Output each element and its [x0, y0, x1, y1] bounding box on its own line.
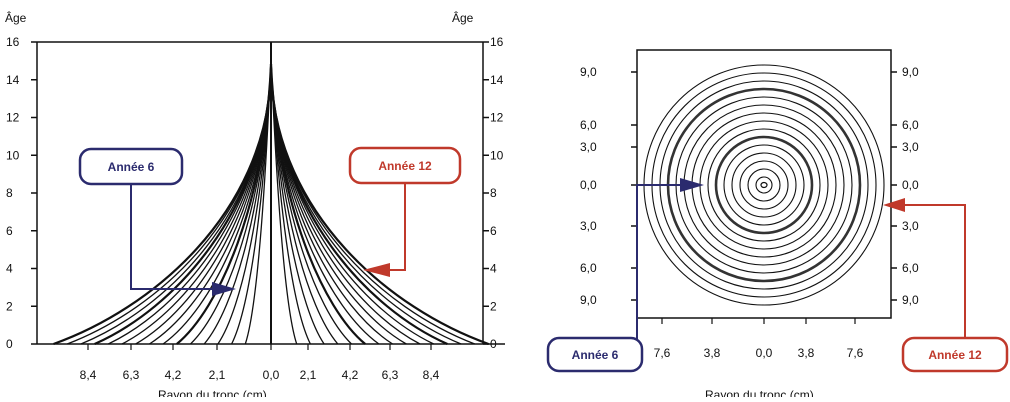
left-xlabel: Rayon du tronc (cm): [158, 388, 267, 397]
right-callout-year6-box: [546, 336, 644, 373]
right-xlabel: Rayon du tronc (cm): [705, 388, 814, 397]
left-y-tick-label-left: 8: [6, 186, 13, 200]
right-x-tick-label: 7,6: [654, 346, 671, 360]
left-y-tick-label-left: 2: [6, 299, 13, 313]
left-growth-curve-year-9: [135, 67, 272, 345]
left-callout-year12: Année 12: [348, 146, 462, 277]
left-y-tick-label-right: 6: [490, 224, 497, 238]
left-ylabel-right: Âge: [452, 10, 474, 25]
left-x-tick-label: 8,4: [423, 368, 440, 382]
left-x-tick-label: 6,3: [123, 368, 140, 382]
right-y-tick-label-left: 0,0: [580, 178, 597, 192]
right-callout-year12-label: Année 12: [928, 348, 982, 362]
right-y-tick-label-right: 3,0: [902, 140, 919, 154]
right-y-tick-label-right: 9,0: [902, 293, 919, 307]
right-ring-year-2: [747, 168, 781, 202]
right-ring-year-3: [739, 160, 789, 210]
right-y-tick-label-left: 3,0: [580, 140, 597, 154]
right-y-tick-label-left: 9,0: [580, 65, 597, 79]
left-x-ticks: 8,4 6,3 4,2 2,1 0,0 2,1 4,2 6,3 8,4: [80, 344, 440, 382]
left-y-ticks: 0 0 2 2 4 4 6 6 8 8 10 10 12 12 14 14 16 16: [6, 35, 504, 351]
right-chart: 9,0 9,0 6,0 6,0 3,0 3,0 0,0 0,0 3,0 3,0 6,0 6,0 9,0 9…: [546, 49, 1009, 402]
left-callout-year12-label: Année 12: [378, 159, 432, 173]
left-growth-curve-year-6: [269, 63, 366, 345]
left-y-tick-label-right: 16: [490, 35, 504, 49]
right-y-tick-label-left: 9,0: [580, 293, 597, 307]
right-callout-year6: Année 6: [546, 178, 704, 373]
right-x-ticks: 7,6 3,8 0,0 3,8 7,6: [654, 318, 864, 360]
left-chart: Âge Âge 0 0 2 2 4 4 6 6 8 8 10 10 12 12 14 14 16 16 8,4 6,…: [5, 10, 505, 402]
left-y-tick-label-right: 14: [490, 73, 504, 87]
right-y-tick-label-right: 3,0: [902, 219, 919, 233]
right-y-tick-label-left: 6,0: [580, 261, 597, 275]
left-growth-curve-year-15: [269, 74, 489, 346]
right-callout-year12-arrow-icon: [883, 198, 905, 212]
right-callout-year12-box: [901, 336, 1009, 373]
right-ring-pith: [760, 181, 768, 189]
right-ring-year-1: [755, 176, 773, 194]
left-y-tick-label-left: 16: [6, 35, 20, 49]
left-y-tick-label-left: 10: [6, 148, 20, 162]
right-x-tick-label: 3,8: [798, 346, 815, 360]
left-callout-year6-line: [130, 184, 212, 290]
right-callout-year12: Année 12: [883, 198, 1009, 373]
right-ring-year-6: [714, 135, 814, 235]
left-y-tick-label-right: 4: [490, 262, 497, 276]
left-y-tick-label-left: 6: [6, 224, 13, 238]
right-y-tick-label-right: 6,0: [902, 261, 919, 275]
right-ring-year-4: [731, 152, 797, 218]
left-y-tick-label-right: 10: [490, 148, 504, 162]
right-callout-year6-line: [636, 184, 680, 340]
right-callout-year6-label: Année 6: [572, 348, 619, 362]
left-callout-year12-line: [390, 183, 406, 271]
right-y-ticks: 9,0 9,0 6,0 6,0 3,0 3,0 0,0 0,0 3,0 3,0 6,0 6,0 9,0 9…: [580, 65, 919, 307]
right-ring-year-7: [707, 128, 821, 242]
right-y-tick-label-left: 3,0: [580, 219, 597, 233]
left-x-tick-label: 2,1: [300, 368, 317, 382]
left-x-tick-label: 2,1: [209, 368, 226, 382]
left-y-tick-label-right: 8: [490, 186, 497, 200]
left-callout-year6-label: Année 6: [108, 160, 155, 174]
left-y-tick-label-right: 0: [490, 337, 497, 351]
right-x-tick-label: 0,0: [756, 346, 773, 360]
right-y-tick-label-right: 9,0: [902, 65, 919, 79]
right-y-tick-label-right: 0,0: [902, 178, 919, 192]
right-y-tick-label-right: 6,0: [902, 118, 919, 132]
left-x-tick-label: 0,0: [263, 368, 280, 382]
left-growth-curve-year-6: [176, 63, 273, 345]
right-callout-year6-arrow-icon: [680, 178, 704, 192]
right-x-tick-label: 3,8: [704, 346, 721, 360]
left-callout-year6: Année 6: [78, 147, 236, 296]
left-y-tick-label-left: 4: [6, 262, 13, 276]
left-callout-year12-arrow-icon: [363, 263, 390, 277]
right-callout-year12-line: [905, 204, 966, 338]
left-x-tick-label: 8,4: [80, 368, 97, 382]
left-y-tick-label-right: 2: [490, 299, 497, 313]
left-x-tick-label: 4,2: [165, 368, 182, 382]
left-growth-curves: [53, 57, 489, 346]
right-y-tick-label-left: 6,0: [580, 118, 597, 132]
left-x-tick-label: 6,3: [382, 368, 399, 382]
left-y-tick-label-left: 0: [6, 337, 13, 351]
left-ylabel-left: Âge: [5, 10, 27, 25]
left-callout-year6-arrow-icon: [212, 282, 236, 296]
left-x-tick-label: 4,2: [342, 368, 359, 382]
left-growth-curve-year-9: [270, 67, 407, 345]
right-x-tick-label: 7,6: [847, 346, 864, 360]
left-y-tick-label-left: 12: [6, 111, 20, 125]
right-ring-year-5: [723, 144, 805, 226]
left-y-tick-label-right: 12: [490, 111, 504, 125]
left-growth-curve-year-15: [53, 74, 273, 346]
left-y-tick-label-left: 14: [6, 73, 20, 87]
